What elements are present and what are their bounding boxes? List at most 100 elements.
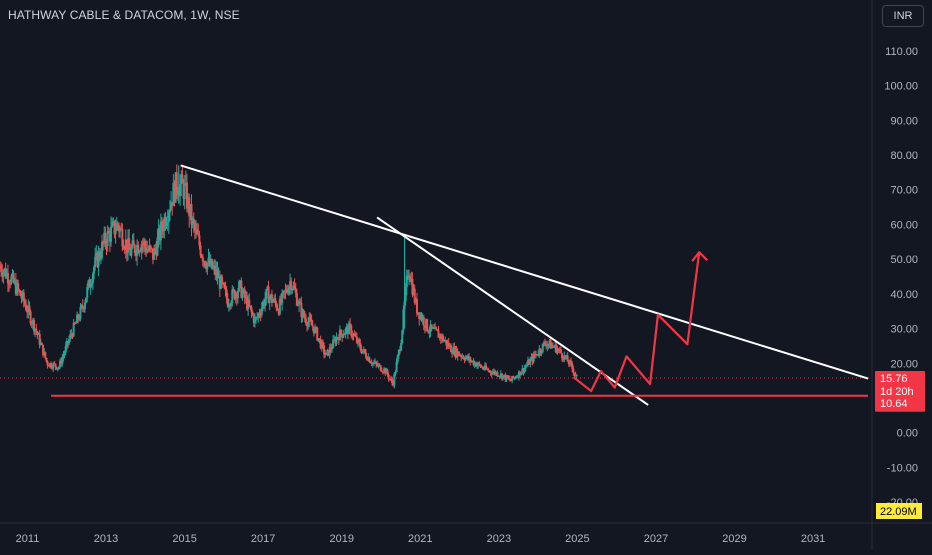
candle-body (316, 327, 319, 341)
candle-body (26, 310, 29, 313)
candle-body (116, 223, 119, 226)
candle-body (527, 360, 530, 365)
candle-body (48, 363, 51, 367)
candle-body (230, 302, 233, 306)
candle-body (379, 365, 382, 371)
candle-body (43, 351, 46, 356)
candle-body (54, 363, 57, 367)
candle-body (473, 362, 476, 366)
x-tick-label: 2021 (408, 533, 432, 545)
candle-body (250, 307, 253, 313)
candle-body (3, 268, 6, 272)
candle-body (353, 334, 356, 336)
candle-body (125, 239, 128, 253)
candle-body (387, 374, 390, 379)
candle-body (304, 318, 307, 324)
candle-body (223, 283, 226, 288)
projection-path (572, 252, 701, 393)
candle-body (477, 362, 480, 365)
candle-body (302, 310, 305, 317)
candle-body (110, 226, 113, 242)
x-tick-label: 2017 (251, 533, 275, 545)
candle-body (334, 339, 337, 344)
candle-body (215, 269, 218, 275)
last-price-badge-text: 15.76 (880, 373, 908, 385)
candle-body (571, 363, 574, 369)
candle-body (336, 337, 339, 339)
candle-body (248, 299, 251, 306)
candle-body (364, 352, 367, 358)
candle-body (182, 183, 185, 199)
currency-button[interactable]: INR (882, 5, 924, 27)
candle-body (38, 333, 41, 345)
candle-body (139, 250, 142, 252)
candle-body (171, 202, 174, 206)
candle-body (562, 357, 565, 360)
candle-body (315, 327, 318, 329)
candle-body (440, 335, 443, 339)
candle-body (525, 364, 528, 367)
candle-body (122, 246, 125, 249)
candle-body (338, 329, 341, 341)
candle-body (192, 218, 195, 224)
candle-body (482, 368, 485, 370)
candle-body (464, 357, 467, 361)
candle-body (559, 349, 562, 354)
candle-body (445, 340, 448, 346)
candle-body (30, 323, 33, 325)
candle-body (312, 327, 315, 334)
candle-body (495, 372, 498, 375)
candle-body (91, 273, 94, 284)
candle-body (167, 212, 170, 222)
candle-body (279, 298, 282, 304)
candle-body (289, 281, 292, 287)
candle-body (355, 336, 358, 343)
candle-body (261, 302, 264, 308)
candle-body (197, 234, 200, 236)
candle-body (290, 281, 293, 290)
candle-body (128, 238, 131, 250)
candle-body (528, 360, 531, 365)
candle-body (408, 276, 411, 278)
candle-body (234, 293, 237, 299)
candle-body (35, 328, 38, 332)
candle-body (207, 257, 210, 263)
candle-body (566, 355, 569, 362)
candle-body (20, 295, 23, 299)
candle-body (222, 282, 225, 284)
candle-body (31, 319, 34, 324)
candle-body (393, 374, 396, 386)
candle-body (431, 327, 434, 329)
candle-body (96, 252, 99, 267)
x-tick-label: 2019 (329, 533, 353, 545)
candle-body (201, 256, 204, 262)
candle-body (286, 291, 289, 294)
candle-body (415, 298, 418, 314)
candle-body (317, 338, 320, 341)
candle-body (480, 366, 483, 368)
candle-body (63, 352, 66, 356)
candle-body (547, 344, 550, 346)
candle-body (333, 339, 336, 341)
candle-body (158, 227, 161, 241)
candle-body (565, 355, 568, 358)
candle-body (541, 343, 544, 352)
y-tick-label: 0.00 (897, 428, 918, 440)
candle-body (263, 302, 266, 306)
candle-body (108, 232, 111, 242)
candle-body (107, 231, 110, 233)
candle-body (529, 359, 532, 365)
candle-body (176, 190, 179, 195)
candle-body (97, 251, 100, 267)
candle-body (221, 276, 224, 283)
candle-body (81, 305, 84, 309)
candle-body (460, 355, 463, 357)
candle-body (396, 355, 399, 362)
candle-body (411, 279, 414, 295)
y-tick-label: 80.00 (890, 150, 918, 162)
candle-body (181, 174, 184, 184)
x-tick-label: 2023 (487, 533, 511, 545)
candle-body (536, 354, 539, 356)
candle-body (231, 289, 234, 303)
candle-body (255, 317, 258, 319)
